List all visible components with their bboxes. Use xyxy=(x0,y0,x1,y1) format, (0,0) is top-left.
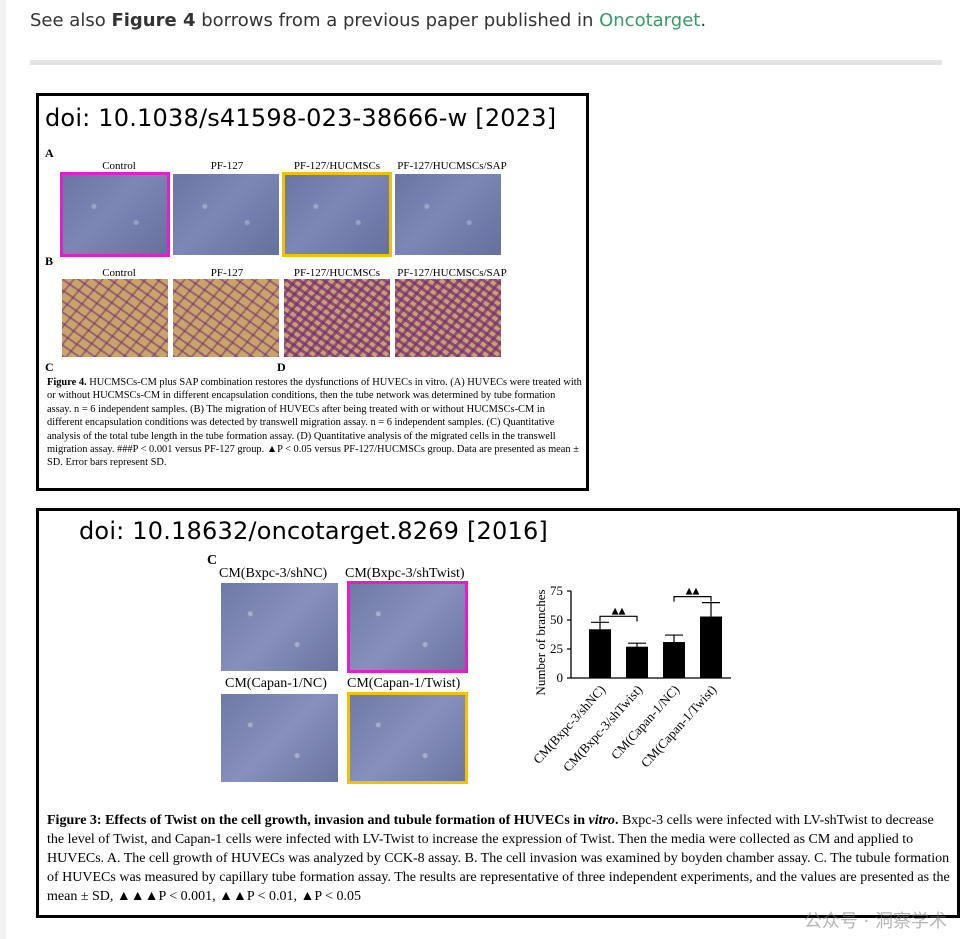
section-divider xyxy=(30,60,942,65)
caption-title-end: . xyxy=(614,813,619,828)
image-label-bxpc3-shtwist: CM(Bxpc-3/shTwist) xyxy=(345,566,465,581)
doi-label-2023: doi: 10.1038/s41598-023-38666-w [2023] xyxy=(45,104,557,132)
y-tick-label: 25 xyxy=(550,641,563,656)
image-label-capan1-twist: CM(Capan-1/Twist) xyxy=(347,676,461,691)
intro-suffix: . xyxy=(700,10,707,31)
significance-marker: ▲▲ xyxy=(686,587,700,597)
y-tick-label: 0 xyxy=(557,670,564,685)
y-tick-label: 50 xyxy=(550,612,563,627)
figure-4-caption: Figure 4. HUCMSCs-CM plus SAP combinatio… xyxy=(47,376,582,470)
tube-image-capan1-twist xyxy=(347,692,468,784)
caption-text-2016: Bxpc-3 cells were infected with LV-shTwi… xyxy=(47,813,950,904)
intro-middle: borrows from a previous paper published … xyxy=(195,10,600,31)
significance-marker: ▲▲ xyxy=(612,606,626,616)
significance-bracket xyxy=(599,615,638,622)
migration-image-pf127 xyxy=(173,279,279,357)
caption-title-italic: vitro xyxy=(588,813,615,828)
figure-3-caption: Figure 3: Effects of Twist on the cell g… xyxy=(47,811,952,906)
significance-bracket xyxy=(673,596,712,602)
image-label-capan1-nc: CM(Capan-1/NC) xyxy=(225,676,327,691)
tube-image-pf127-hucmscs-sap xyxy=(395,174,501,255)
image-label-pf127-b: PF-127 xyxy=(210,267,244,279)
image-label-pf127-hucmscs-b: PF-127/HUCMSCs xyxy=(293,267,381,279)
image-label-control-b: Control xyxy=(102,267,136,279)
image-label-pf127-hucmscs-sap-a: PF-127/HUCMSCs/SAP xyxy=(397,160,507,172)
caption-title-2016: Figure 3: Effects of Twist on the cell g… xyxy=(47,813,618,828)
panel-label-a: A xyxy=(45,146,54,160)
tube-image-pf127 xyxy=(173,174,279,255)
doi-label-2016: doi: 10.18632/oncotarget.8269 [2016] xyxy=(79,517,548,545)
caption-title-2023: Figure 4. xyxy=(47,377,87,388)
panel-label-d: D xyxy=(277,360,286,374)
tube-image-bxpc3-shnc xyxy=(221,583,338,671)
y-tick-label: 75 xyxy=(550,583,563,598)
oncotarget-link[interactable]: Oncotarget xyxy=(599,10,701,31)
tube-image-pf127-hucmscs xyxy=(282,172,392,257)
image-label-control-a: Control xyxy=(102,160,136,172)
caption-title-main: Figure 3: Effects of Twist on the cell g… xyxy=(47,813,589,828)
image-label-bxpc3-shnc: CM(Bxpc-3/shNC) xyxy=(219,566,328,581)
watermark: 公众号 · 洞察学术 xyxy=(803,911,947,932)
figure-card-2016: doi: 10.18632/oncotarget.8269 [2016] C C… xyxy=(36,508,960,918)
panel-label-b: B xyxy=(45,254,54,268)
page-left-edge xyxy=(0,0,6,939)
y-axis-label: Number of branches xyxy=(533,589,548,695)
migration-image-control xyxy=(62,279,168,357)
migration-image-pf127-hucmscs xyxy=(284,279,390,357)
bar-3 xyxy=(700,616,722,678)
panel-label-c-2016: C xyxy=(207,553,218,568)
migration-image-pf127-hucmscs-sap xyxy=(395,279,501,357)
intro-prefix: See also xyxy=(30,10,112,31)
image-label-pf127-hucmscs-a: PF-127/HUCMSCs xyxy=(293,160,381,172)
intro-paragraph: See also Figure 4 borrows from a previou… xyxy=(30,10,706,31)
tube-image-control xyxy=(60,172,170,257)
tube-image-bxpc3-shtwist xyxy=(347,581,468,673)
bar-1 xyxy=(626,646,648,678)
image-label-pf127-hucmscs-sap-b: PF-127/HUCMSCs/SAP xyxy=(397,267,507,279)
panel-label-c: C xyxy=(45,360,54,374)
image-label-pf127-a: PF-127 xyxy=(210,160,244,172)
figure-reference: Figure 4 xyxy=(111,10,196,31)
caption-text-2023: HUCMSCs-CM plus SAP combination restores… xyxy=(47,377,582,469)
bar-2 xyxy=(663,642,685,678)
figure-card-2023: doi: 10.1038/s41598-023-38666-w [2023] A… xyxy=(36,93,589,491)
tube-image-capan1-nc xyxy=(221,694,338,782)
bar-0 xyxy=(589,629,611,678)
